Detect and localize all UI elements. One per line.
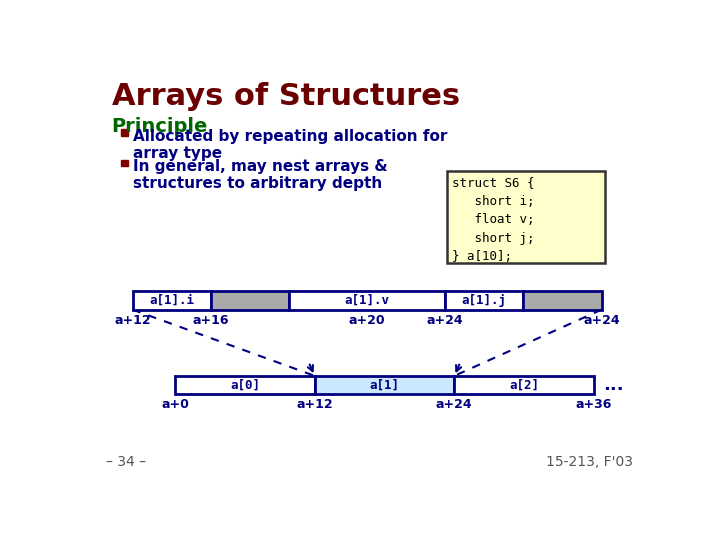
Text: a+20: a+20 [348, 314, 385, 327]
Text: – 34 –: – 34 – [106, 455, 145, 469]
Text: Principle: Principle [112, 117, 208, 136]
Text: a+24: a+24 [427, 314, 464, 327]
Text: In general, may nest arrays &
structures to arbitrary depth: In general, may nest arrays & structures… [133, 159, 388, 191]
Text: ...: ... [603, 376, 624, 394]
Bar [315, 376, 454, 394]
Bar [523, 291, 601, 309]
Text: a+24: a+24 [436, 398, 472, 411]
Bar [445, 291, 523, 309]
Bar [211, 291, 289, 309]
Text: 15-213, F'03: 15-213, F'03 [546, 455, 632, 469]
Bar [446, 171, 606, 264]
Bar [289, 291, 445, 309]
Bar [132, 291, 211, 309]
Text: a[1].v: a[1].v [345, 294, 390, 307]
Text: a[1]: a[1] [369, 379, 400, 392]
Text: a+12: a+12 [114, 314, 151, 327]
Text: a+12: a+12 [297, 398, 333, 411]
Text: a+24: a+24 [583, 314, 620, 327]
Text: a[2]: a[2] [509, 379, 539, 392]
Bar [175, 376, 315, 394]
Text: a[1].j: a[1].j [462, 294, 507, 307]
Bar [121, 130, 128, 137]
Text: a+36: a+36 [575, 398, 612, 411]
Bar [454, 376, 594, 394]
Text: Arrays of Structures: Arrays of Structures [112, 82, 460, 111]
Bar [121, 159, 128, 166]
Text: a+0: a+0 [161, 398, 189, 411]
Text: struct S6 {
   short i;
   float v;
   short j;
} a[10];: struct S6 { short i; float v; short j; }… [452, 177, 534, 264]
Text: a[1].i: a[1].i [149, 294, 194, 307]
Text: Allocated by repeating allocation for
array type: Allocated by repeating allocation for ar… [133, 129, 448, 161]
Text: a+16: a+16 [192, 314, 229, 327]
Text: a[0]: a[0] [230, 379, 260, 392]
